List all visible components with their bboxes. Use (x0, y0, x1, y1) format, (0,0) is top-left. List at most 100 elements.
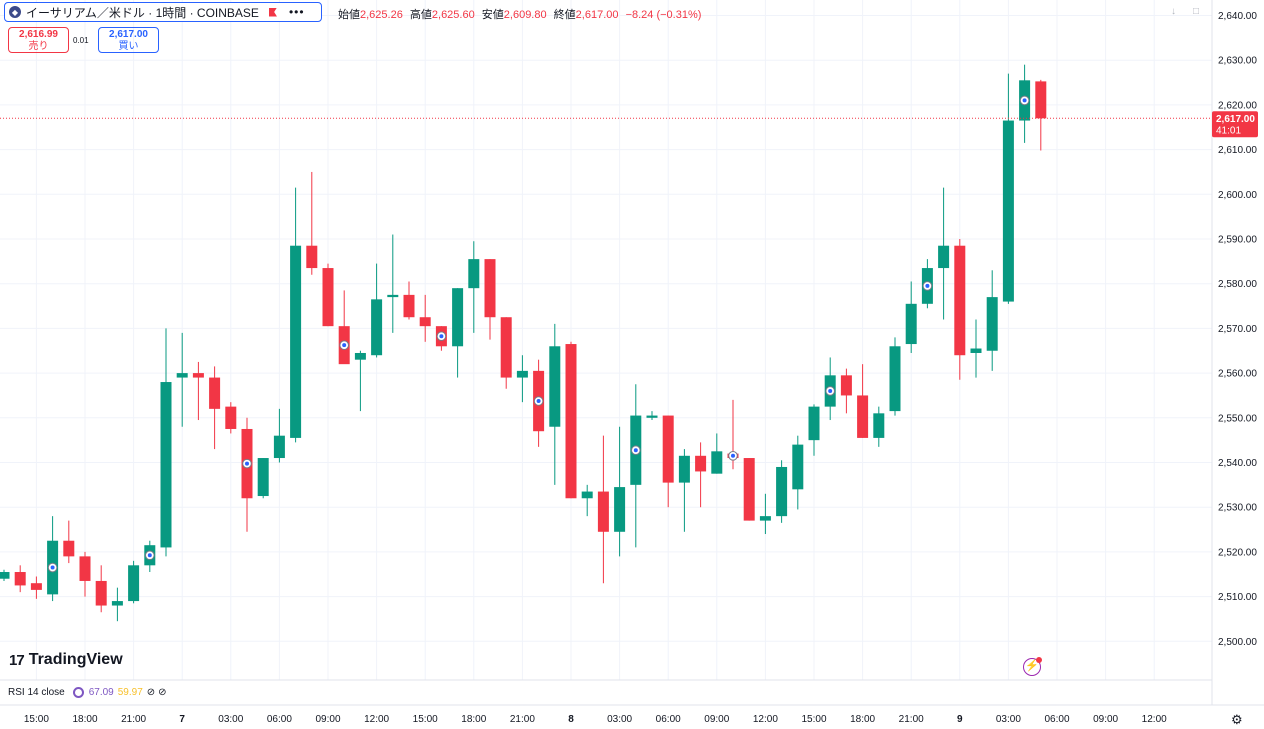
x-tick-label: 06:00 (656, 714, 681, 725)
event-marker-dot (439, 334, 444, 339)
maximize-icon[interactable]: □ (1193, 6, 1200, 17)
price-axis[interactable]: 2,500.00 2,510.00 2,520.00 2,530.00 2,540.00… (1218, 11, 1257, 648)
candle-body[interactable] (857, 395, 869, 438)
candle-body[interactable] (322, 268, 334, 327)
x-tick-label: 18:00 (850, 714, 875, 725)
candle-body[interactable] (565, 344, 577, 499)
candle-body[interactable] (387, 294, 399, 298)
candle-body[interactable] (986, 297, 998, 351)
candle-body[interactable] (371, 299, 383, 356)
symbol-search-box[interactable]: ◆ イーサリアム／米ドル · 1時間 · COINBASE ••• (4, 2, 322, 22)
x-tick-label: 12:00 (0, 714, 1, 725)
candle-body[interactable] (549, 346, 561, 427)
candle-body[interactable] (176, 373, 188, 378)
candle-body[interactable] (209, 377, 221, 409)
candle-body[interactable] (1035, 81, 1047, 119)
tradingview-logo-text: TradingView (28, 651, 123, 668)
candle-body[interactable] (889, 346, 901, 412)
x-tick-label: 09:00 (1093, 714, 1118, 725)
candle-body[interactable] (678, 455, 690, 483)
candle-body[interactable] (792, 444, 804, 490)
candle-body[interactable] (0, 572, 10, 579)
candle-body[interactable] (840, 375, 852, 396)
tradingview-logo[interactable]: 17 TradingView (9, 651, 123, 669)
candle-body[interactable] (30, 583, 42, 590)
candle-body[interactable] (614, 487, 626, 532)
candle-body[interactable] (160, 382, 172, 548)
ethereum-icon: ◆ (9, 6, 21, 18)
candle-body[interactable] (306, 245, 318, 269)
candle-body[interactable] (468, 259, 480, 289)
candle-body[interactable] (79, 556, 91, 581)
candle-body[interactable] (257, 458, 269, 497)
event-marker-dot (925, 283, 930, 288)
candle-body[interactable] (63, 540, 75, 557)
candle-body[interactable] (14, 572, 26, 586)
candle-body[interactable] (970, 348, 982, 353)
candle-body[interactable] (711, 451, 723, 474)
rsi-loading-icon (72, 687, 84, 698)
candle-body[interactable] (354, 352, 366, 360)
candle-body[interactable] (646, 415, 658, 418)
candle-body[interactable] (808, 406, 820, 441)
candle-body[interactable] (1002, 120, 1014, 302)
candle-body[interactable] (905, 303, 917, 345)
y-tick-label: 2,600.00 (1218, 190, 1257, 201)
candle-body[interactable] (516, 370, 528, 378)
rsi-value: 67.09 (88, 687, 114, 698)
buy-label: 買い (118, 41, 139, 52)
candle-body[interactable] (743, 458, 755, 521)
x-tick-label: 12:00 (1142, 714, 1167, 725)
candle-body[interactable] (128, 565, 140, 602)
candle-body[interactable] (419, 317, 431, 327)
y-tick-label: 2,620.00 (1218, 100, 1257, 111)
symbol-title[interactable]: イーサリアム／米ドル · 1時間 · COINBASE (26, 5, 259, 20)
candle-body[interactable] (452, 288, 464, 347)
hidden-value-icon: ⊘ (146, 687, 156, 698)
more-options-button[interactable]: ••• (288, 5, 305, 19)
candle-body[interactable] (695, 455, 707, 472)
candle-body[interactable] (500, 317, 512, 378)
candle-body[interactable] (873, 413, 885, 438)
y-tick-label: 2,590.00 (1218, 235, 1257, 246)
flag-icon[interactable] (268, 7, 277, 17)
candle-body[interactable] (95, 580, 107, 606)
event-markers-layer[interactable] (47, 95, 1030, 573)
candle-body[interactable] (938, 245, 950, 269)
low-label: 安値 (481, 9, 504, 21)
candles-layer[interactable] (0, 64, 1047, 622)
chart-grid (0, 0, 1212, 680)
candle-body[interactable] (776, 466, 788, 517)
candle-body[interactable] (290, 245, 302, 438)
settings-gear-icon[interactable]: ⚙ (1231, 712, 1243, 727)
x-tick-label: 09:00 (315, 714, 340, 725)
time-axis[interactable]: 12:00 15:00 18:00 21:00 7 03:00 06:00 09:00 12:0… (0, 714, 1167, 725)
x-tick-label: 8 (568, 714, 574, 725)
x-tick-label: 21:00 (510, 714, 535, 725)
candle-body[interactable] (662, 415, 674, 483)
y-tick-label: 2,640.00 (1218, 11, 1257, 22)
candle-body[interactable] (403, 294, 415, 318)
tradingview-logo-mark: 17 (9, 651, 25, 669)
open-value: 2,625.26 (360, 9, 403, 21)
candle-body[interactable] (484, 259, 496, 318)
low-value: 2,609.80 (503, 9, 547, 21)
candle-body[interactable] (225, 406, 237, 429)
buy-button[interactable]: 2,617.00 買い (98, 27, 159, 53)
rsi-legend[interactable]: RSI 14 close 67.09 59.97 ⊘ ⊘ (8, 687, 170, 698)
x-tick-label: 03:00 (607, 714, 632, 725)
candle-body[interactable] (759, 516, 771, 521)
event-marker-dot (147, 553, 152, 558)
candle-body[interactable] (273, 435, 285, 459)
candle-body[interactable] (581, 491, 593, 499)
sell-button[interactable]: 2,616.99 売り (8, 27, 69, 53)
rsi-label[interactable]: RSI 14 close (8, 687, 65, 698)
download-icon[interactable]: ↓ (1171, 6, 1176, 17)
candle-body[interactable] (192, 373, 204, 378)
candle-body[interactable] (954, 245, 966, 356)
y-tick-label: 2,500.00 (1218, 637, 1257, 648)
candle-body[interactable] (111, 601, 123, 606)
candle-body[interactable] (597, 491, 609, 532)
flash-icon[interactable]: ⚡ (1023, 657, 1042, 676)
